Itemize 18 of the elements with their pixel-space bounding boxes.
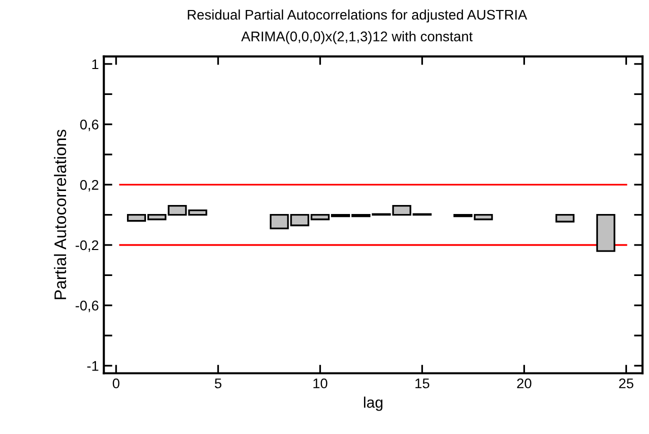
bar [596, 214, 616, 252]
y-tick-label: 0,2 [80, 180, 98, 192]
x-tick-label: 15 [415, 378, 430, 388]
x-tick-label: 5 [214, 378, 222, 388]
bar [555, 214, 574, 222]
chart-subtitle: ARIMA(0,0,0)x(2,1,3)12 with constant [241, 31, 473, 44]
x-tick-label: 0 [112, 378, 120, 388]
x-axis-title: lag [364, 396, 382, 411]
chart-title: Residual Partial Autocorrelations for adjusted AUSTRIA [188, 9, 528, 22]
y-tick-label: -0,6 [76, 300, 98, 312]
x-tick-label: 20 [517, 378, 532, 388]
y-tick-label: -1 [87, 361, 98, 371]
y-tick-label: 1 [92, 59, 98, 69]
y-tick-label: 0,6 [80, 120, 98, 132]
y-tick-label: -0,2 [76, 240, 98, 252]
y-axis-title: Partial Autocorrelations [54, 130, 66, 300]
x-tick-label: 25 [619, 378, 634, 388]
x-tick-label: 10 [313, 378, 328, 388]
